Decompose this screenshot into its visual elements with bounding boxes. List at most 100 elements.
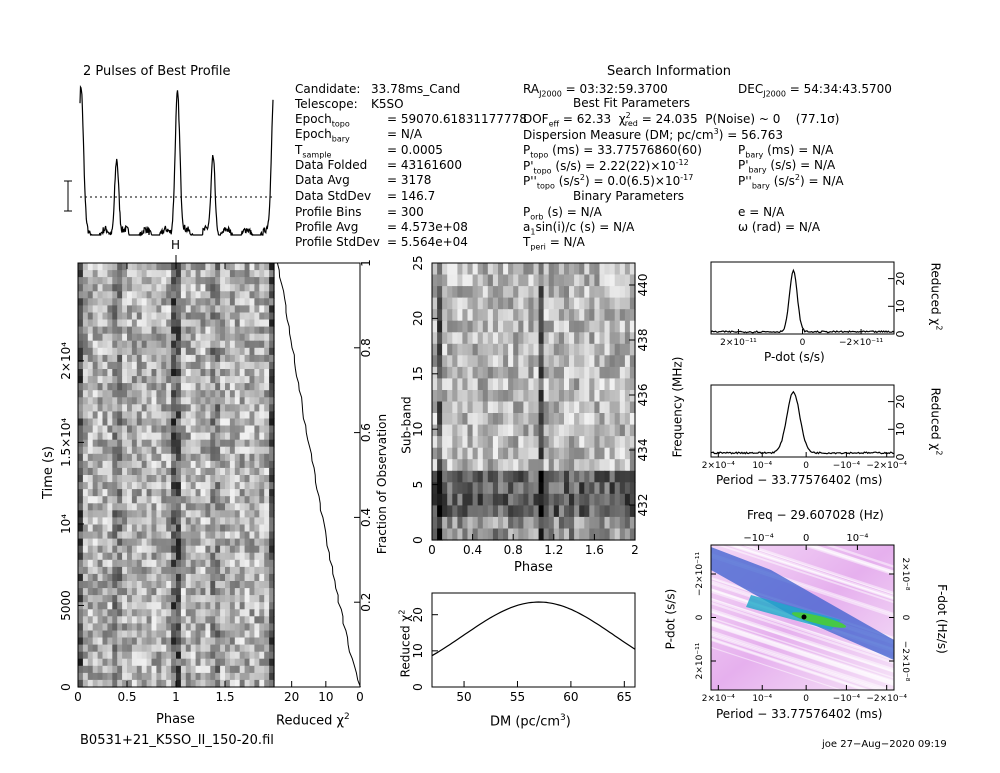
heatmap-cell (87, 566, 94, 575)
heatmap-cell (452, 286, 458, 299)
heatmap-cell (543, 263, 550, 276)
heatmap-cell (146, 623, 153, 632)
heatmap-cell (259, 658, 265, 667)
heatmap-cell (180, 581, 187, 589)
heatmap-cell (513, 332, 519, 345)
heatmap-cell (220, 630, 226, 639)
heatmap-cell (102, 383, 108, 391)
heatmap-cell (117, 418, 123, 427)
heatmap-cell (102, 460, 108, 469)
heatmap-cell (229, 616, 236, 624)
heatmap-cell (122, 665, 128, 674)
heatmap-cell (584, 436, 590, 449)
heatmap-cell (195, 326, 202, 335)
heatmap-cell (609, 528, 616, 541)
heatmap-cell (107, 361, 113, 370)
heatmap-cell (259, 460, 265, 469)
tick-label: 65 (617, 690, 632, 704)
heatmap-cell (249, 651, 255, 660)
heatmap-cell (518, 263, 524, 276)
heatmap-cell (210, 291, 216, 299)
heatmap-cell (166, 559, 172, 568)
heatmap-cell (234, 552, 241, 561)
heatmap-cell (87, 665, 94, 674)
heatmap-cell (234, 623, 241, 632)
heatmap-cell (107, 651, 113, 660)
heatmap-cell (171, 609, 177, 617)
heatmap-cell (205, 354, 211, 363)
heatmap-cell (112, 446, 118, 455)
heatmap-cell (259, 616, 265, 624)
heatmap-cell (442, 332, 448, 345)
heatmap-cell (195, 383, 202, 391)
dm-curve (431, 601, 636, 657)
heatmap-cell (624, 436, 631, 449)
heatmap-cell (254, 595, 260, 603)
heatmap-cell (205, 679, 211, 688)
heatmap-cell (487, 332, 494, 345)
heatmap-cell (210, 354, 216, 363)
heatmap-cell (122, 376, 128, 384)
heatmap-cell (269, 581, 275, 589)
heatmap-cell (472, 436, 479, 449)
heatmap-cell (594, 413, 601, 426)
heatmap-cell (462, 355, 469, 368)
heatmap-cell (97, 623, 104, 632)
tick-label: 0 (894, 331, 907, 338)
heatmap-cell (122, 672, 128, 681)
heatmap-cell (513, 401, 519, 414)
heatmap-cell (437, 470, 443, 483)
heatmap-cell (210, 566, 216, 575)
heatmap-cell (558, 297, 565, 310)
heatmap-cell (180, 284, 187, 292)
heatmap-cell (442, 516, 448, 529)
heatmap-cell (482, 320, 489, 333)
heatmap-cell (78, 404, 84, 412)
heatmap-cell (210, 559, 216, 568)
heatmap-cell (146, 644, 153, 653)
heatmap-cell (131, 672, 138, 681)
heatmap-cell (239, 298, 246, 306)
heatmap-cell (239, 361, 246, 370)
heatmap-cell (447, 424, 453, 437)
heatmap-cell (131, 263, 138, 271)
heatmap-cell (553, 274, 560, 287)
heatmap-cell (176, 361, 182, 370)
heatmap-cell (548, 413, 555, 426)
heatmap-cell (185, 616, 192, 624)
heatmap-cell (180, 340, 187, 349)
heatmap-cell (264, 418, 270, 427)
heatmap-cell (269, 432, 275, 441)
heatmap-cell (112, 482, 118, 490)
heatmap-cell (97, 354, 104, 363)
heatmap-cell (254, 369, 260, 377)
heatmap-cell (594, 355, 601, 368)
heatmap-cell (234, 524, 241, 533)
heatmap-cell (215, 347, 221, 356)
tick-label: 436 (636, 384, 650, 407)
heatmap-cell (239, 545, 246, 554)
heatmap-cell (254, 588, 260, 596)
heatmap-cell (87, 404, 94, 412)
heatmap-cell (513, 343, 519, 356)
heatmap-cell (264, 277, 270, 285)
heatmap-cell (558, 343, 565, 356)
heatmap-cell (87, 312, 94, 321)
heatmap-cell (254, 630, 260, 639)
heatmap-cell (472, 366, 479, 379)
heatmap-cell (437, 309, 443, 322)
heatmap-cell (477, 320, 484, 333)
heatmap-cell (503, 528, 509, 541)
heatmap-cell (127, 439, 133, 448)
heatmap-cell (171, 665, 177, 674)
heatmap-cell (538, 459, 545, 472)
heatmap-cell (528, 390, 535, 403)
heatmap-cell (117, 482, 123, 490)
heatmap-cell (269, 333, 275, 342)
heatmap-cell (127, 397, 133, 405)
heatmap-cell (215, 453, 221, 462)
heatmap-cell (92, 573, 99, 582)
heatmap-cell (97, 595, 104, 603)
heatmap-cell (254, 354, 260, 363)
heatmap-cell (624, 286, 631, 299)
